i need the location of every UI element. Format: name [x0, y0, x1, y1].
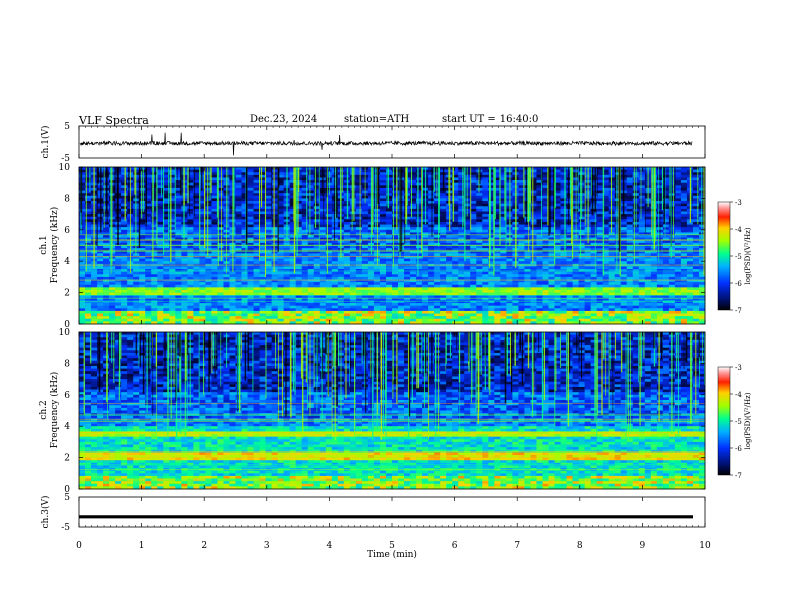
ch1-voltage-trace: [79, 132, 693, 156]
y-tick-label: 0: [64, 485, 70, 495]
y-tick-label: 4: [64, 422, 70, 432]
station-label: station=ATH: [344, 114, 410, 125]
ch1-frequency-ylabel: Frequency (kHz): [49, 207, 60, 284]
ch3-voltage-frame: [78, 496, 706, 528]
x-tick-label: 1: [139, 541, 145, 551]
colorbar-tick-label: -6: [735, 280, 742, 288]
x-tick-label: 4: [327, 541, 333, 551]
colorbar-tick-label: -5: [735, 418, 742, 426]
ch1-spectrogram: [79, 167, 706, 325]
y-tick-label: 10: [59, 328, 71, 338]
colorbar-tick-label: -5: [735, 253, 742, 261]
y-tick-label: 8: [64, 194, 70, 204]
x-tick-label: 0: [76, 541, 82, 551]
ch2-colorbar-label: log(PSD)(V²/Hz): [744, 392, 752, 449]
colorbar-tick-label: -7: [735, 307, 742, 315]
y-tick-label: 0: [64, 320, 70, 330]
x-tick-label: 6: [452, 541, 458, 551]
chart-title: VLF Spectra: [79, 114, 149, 127]
start-ut-value: 16:40:0: [499, 114, 539, 125]
colorbar-tick-label: -4: [735, 391, 742, 399]
y-tick-label: 10: [59, 163, 71, 173]
x-tick-label: 9: [640, 541, 646, 551]
colorbar-tick-label: -3: [735, 199, 742, 207]
y-tick-label: -5: [61, 523, 70, 533]
y-tick-label: 2: [64, 289, 70, 299]
ch2-colorbar: [717, 366, 731, 476]
x-axis-label: Time (min): [367, 549, 417, 560]
start-ut-label: start UT =: [442, 114, 496, 125]
ch1-colorbar: [717, 201, 731, 311]
ch2-spectrogram: [79, 332, 706, 490]
x-tick-label: 2: [201, 541, 207, 551]
y-tick-label: 5: [64, 122, 70, 132]
ch1-channel-label: ch.1: [39, 235, 49, 254]
y-tick-label: 2: [64, 454, 70, 464]
start-time-label: start UT = 16:40:0: [438, 114, 538, 125]
ch2-channel-label: ch.2: [39, 400, 49, 419]
ch1-colorbar-label: log(PSD)(V²/Hz): [744, 227, 752, 284]
y-tick-label: 6: [64, 391, 70, 401]
y-tick-label: 5: [64, 493, 70, 503]
x-tick-label: 10: [699, 541, 711, 551]
ch1-voltage-ylabel: ch.1(V): [40, 126, 51, 159]
ch3-voltage-ylabel: ch.3(V): [40, 496, 51, 529]
ch2-frequency-ylabel: Frequency (kHz): [49, 372, 60, 449]
date-label: Dec.23, 2024: [250, 114, 318, 125]
x-tick-label: 8: [577, 541, 583, 551]
colorbar-tick-label: -7: [735, 472, 742, 480]
y-tick-label: 4: [64, 257, 70, 267]
colorbar-tick-label: -4: [735, 226, 742, 234]
colorbar-tick-label: -6: [735, 445, 742, 453]
x-tick-label: 5: [389, 541, 395, 551]
y-tick-label: 8: [64, 359, 70, 369]
x-tick-label: 7: [514, 541, 520, 551]
y-tick-label: 6: [64, 226, 70, 236]
x-tick-label: 3: [264, 541, 270, 551]
y-tick-label: -5: [61, 154, 70, 164]
colorbar-tick-label: -3: [735, 364, 742, 372]
